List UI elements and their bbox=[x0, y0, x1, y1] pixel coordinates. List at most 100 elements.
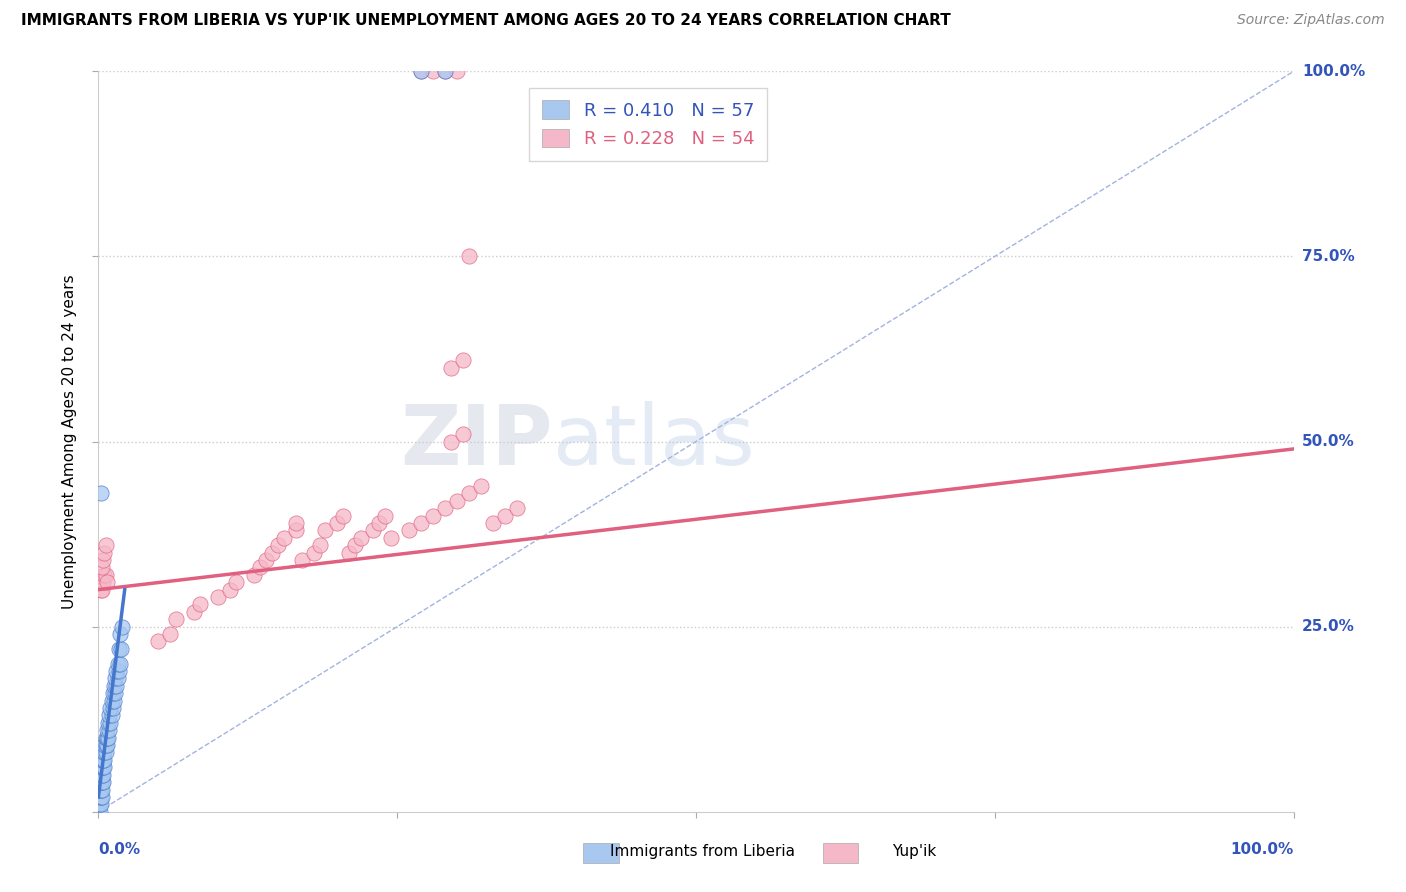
Point bbox=[411, 516, 433, 530]
Point bbox=[451, 353, 474, 368]
Point bbox=[363, 524, 385, 538]
Text: 0.0%: 0.0% bbox=[98, 842, 141, 857]
Point bbox=[434, 64, 457, 78]
Point bbox=[105, 664, 128, 678]
Point bbox=[100, 708, 122, 723]
Text: 100.0%: 100.0% bbox=[1302, 64, 1365, 78]
Point bbox=[315, 524, 337, 538]
Point bbox=[94, 538, 117, 552]
Point bbox=[98, 708, 121, 723]
Point bbox=[91, 753, 114, 767]
Text: 25.0%: 25.0% bbox=[1302, 619, 1355, 634]
Point bbox=[93, 567, 115, 582]
Point bbox=[90, 760, 112, 774]
Point bbox=[107, 657, 129, 671]
Point bbox=[96, 738, 118, 752]
Point bbox=[90, 797, 112, 812]
Point bbox=[308, 538, 330, 552]
Point bbox=[422, 508, 444, 523]
Point bbox=[481, 516, 505, 530]
Point bbox=[332, 508, 354, 523]
Point bbox=[94, 731, 117, 745]
Point bbox=[94, 567, 117, 582]
Point bbox=[104, 686, 127, 700]
Point bbox=[87, 797, 110, 812]
Point bbox=[91, 782, 114, 797]
Point bbox=[380, 531, 402, 545]
Point bbox=[284, 524, 307, 538]
Point bbox=[91, 560, 114, 574]
Point bbox=[440, 434, 463, 449]
Text: Immigrants from Liberia: Immigrants from Liberia bbox=[610, 845, 796, 859]
Point bbox=[91, 775, 114, 789]
Point bbox=[97, 731, 120, 745]
Point bbox=[350, 531, 373, 545]
Point bbox=[105, 679, 128, 693]
Point bbox=[434, 64, 457, 78]
Point bbox=[494, 508, 516, 523]
Point bbox=[344, 538, 367, 552]
Legend: R = 0.410   N = 57, R = 0.228   N = 54: R = 0.410 N = 57, R = 0.228 N = 54 bbox=[530, 87, 766, 161]
Point bbox=[411, 64, 433, 78]
Point bbox=[326, 516, 349, 530]
Text: IMMIGRANTS FROM LIBERIA VS YUP'IK UNEMPLOYMENT AMONG AGES 20 TO 24 YEARS CORRELA: IMMIGRANTS FROM LIBERIA VS YUP'IK UNEMPL… bbox=[21, 13, 950, 29]
Point bbox=[94, 738, 117, 752]
Point bbox=[207, 590, 229, 604]
Point bbox=[93, 760, 115, 774]
Point bbox=[159, 627, 181, 641]
Point bbox=[89, 782, 111, 797]
Point bbox=[368, 516, 391, 530]
Point bbox=[91, 760, 114, 774]
Point bbox=[374, 508, 396, 523]
Point bbox=[97, 715, 120, 730]
Point bbox=[91, 575, 114, 590]
Point bbox=[148, 634, 170, 648]
Point bbox=[98, 723, 121, 738]
Text: Source: ZipAtlas.com: Source: ZipAtlas.com bbox=[1237, 13, 1385, 28]
Point bbox=[91, 760, 114, 774]
Point bbox=[422, 64, 444, 78]
Point bbox=[165, 612, 187, 626]
Point bbox=[91, 746, 114, 760]
Point bbox=[273, 531, 295, 545]
Point bbox=[94, 746, 117, 760]
Point bbox=[434, 501, 457, 516]
Point bbox=[451, 427, 474, 442]
Point bbox=[93, 738, 115, 752]
Point bbox=[108, 657, 131, 671]
Text: ZIP: ZIP bbox=[401, 401, 553, 482]
Point bbox=[188, 598, 211, 612]
Point bbox=[183, 605, 205, 619]
Point bbox=[411, 64, 433, 78]
Point bbox=[107, 672, 129, 686]
Point bbox=[96, 731, 118, 745]
Point bbox=[108, 627, 131, 641]
Point bbox=[93, 753, 115, 767]
Point bbox=[89, 789, 111, 804]
Point bbox=[458, 486, 481, 500]
Point bbox=[90, 789, 112, 804]
Point bbox=[225, 575, 247, 590]
Text: Yup'ik: Yup'ik bbox=[891, 845, 936, 859]
Point bbox=[91, 767, 114, 781]
Point bbox=[91, 789, 114, 804]
Point bbox=[107, 664, 129, 678]
Point bbox=[243, 567, 266, 582]
Point bbox=[89, 805, 111, 819]
Point bbox=[100, 694, 122, 708]
Point bbox=[91, 553, 114, 567]
Point bbox=[91, 582, 114, 597]
Point bbox=[93, 746, 115, 760]
Point bbox=[339, 546, 361, 560]
Point bbox=[506, 501, 529, 516]
Point bbox=[90, 775, 112, 789]
Point bbox=[446, 64, 468, 78]
Point bbox=[398, 524, 420, 538]
Point bbox=[446, 493, 468, 508]
Point bbox=[111, 619, 134, 633]
Point bbox=[110, 641, 132, 656]
Point bbox=[87, 805, 110, 819]
Point bbox=[90, 486, 112, 500]
Text: 100.0%: 100.0% bbox=[1230, 842, 1294, 857]
Point bbox=[254, 553, 277, 567]
